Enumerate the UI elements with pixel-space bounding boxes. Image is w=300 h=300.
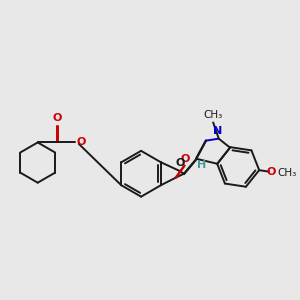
- Text: CH₃: CH₃: [203, 110, 223, 120]
- Text: O: O: [175, 158, 184, 168]
- Text: O: O: [266, 167, 276, 177]
- Text: O: O: [181, 154, 190, 164]
- Text: N: N: [213, 126, 222, 136]
- Text: O: O: [76, 137, 86, 147]
- Text: CH₃: CH₃: [277, 168, 296, 178]
- Text: O: O: [52, 113, 62, 124]
- Text: H: H: [197, 160, 206, 170]
